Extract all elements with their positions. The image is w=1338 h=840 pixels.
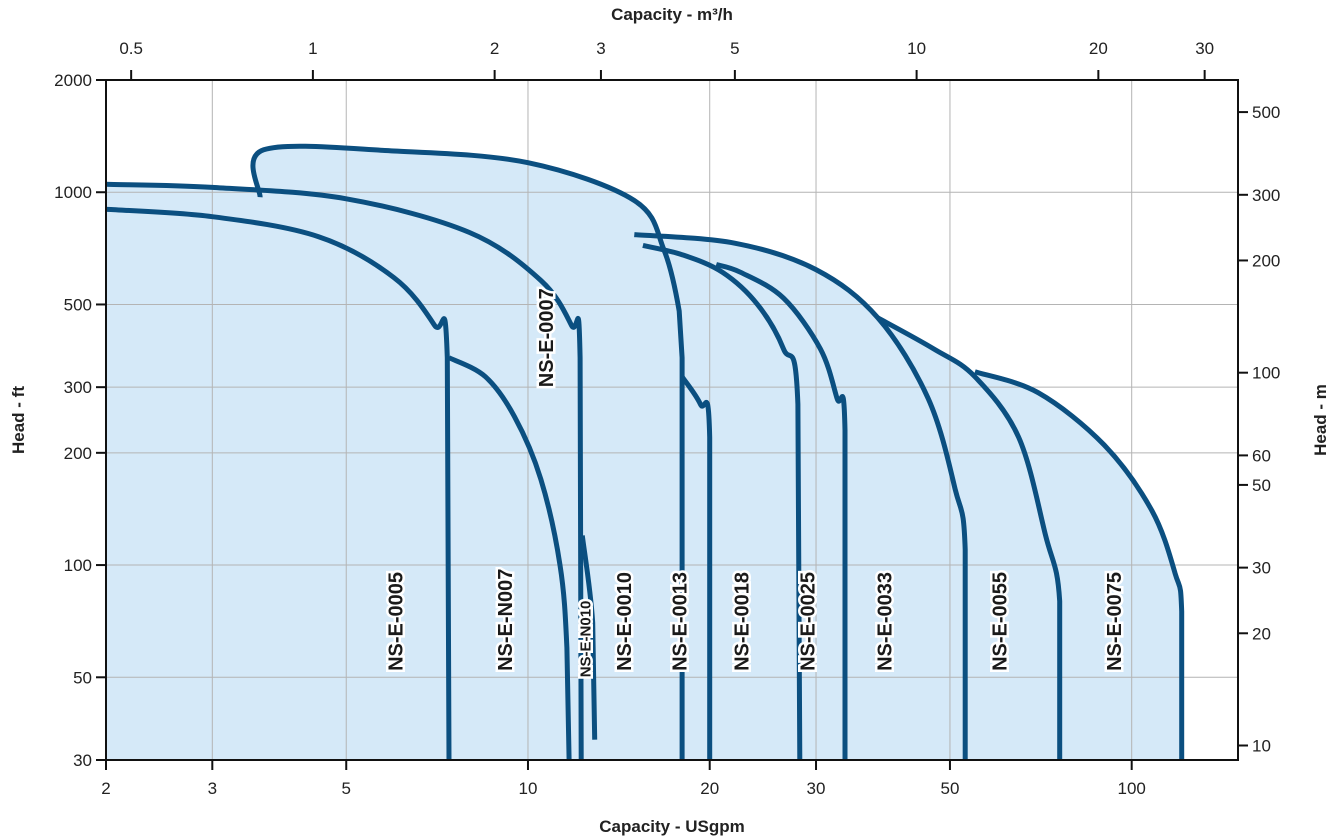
x-tick-label: 2 [101, 779, 110, 798]
curve-label: NS-E-0025 [797, 572, 819, 671]
axes-layer: 2 3 5 10 20 30 50 100 0.5 1 2 3 5 10 20 30 30 50 100 200 300… [54, 39, 1280, 798]
y-tick-label: 50 [73, 668, 92, 687]
y2-axis-title: Head - m [1311, 384, 1330, 456]
y-tick-label: 2000 [54, 71, 92, 90]
curve-ns-e-0007 [105, 181, 584, 761]
x2-tick-label: 2 [490, 39, 499, 58]
curve-ns-e-0075 [974, 369, 1185, 760]
y-tick-label: 300 [64, 378, 92, 397]
x2-tick-label: 10 [907, 39, 926, 58]
x2-tick-label: 30 [1195, 39, 1214, 58]
curve-ns-e-n007 [447, 355, 572, 761]
y-tick-label: 100 [64, 556, 92, 575]
y2-tick-label: 20 [1252, 624, 1271, 643]
y2-tick-label: 30 [1252, 559, 1271, 578]
y2-tick-label: 60 [1252, 446, 1271, 465]
x-axis-title: Capacity - USgpm [599, 817, 744, 836]
curve-label: NS-E-0007 [536, 288, 558, 387]
y-tick-label: 30 [73, 751, 92, 770]
x2-tick-label: 1 [308, 39, 317, 58]
curve-layer [105, 143, 1185, 761]
curve-ns-e-0025 [715, 262, 848, 760]
x-tick-label: 50 [940, 779, 959, 798]
curve-ns-e-0018 [642, 242, 803, 761]
x-tick-label: 100 [1118, 779, 1146, 798]
x-tick-label: 3 [208, 779, 217, 798]
plot-frame [105, 79, 1239, 761]
y2-tick-label: 300 [1252, 186, 1280, 205]
y2-tick-label: 500 [1252, 103, 1280, 122]
curve-label: NS-E-N007 [495, 569, 517, 671]
y-tick-label: 200 [64, 444, 92, 463]
curve-label: NS-E-0018 [732, 572, 754, 671]
y2-tick-label: 10 [1252, 737, 1271, 756]
curve-label: NS-E-0075 [1104, 572, 1126, 671]
y-tick-label: 500 [64, 295, 92, 314]
y-axis-title: Head - ft [9, 386, 28, 454]
label-layer: NS-E-0005 NS-E-N007 NS-E-0007 NS-E-N010 NS-E… [383, 286, 1128, 680]
fill-area-10 [974, 371, 1182, 760]
curve-ns-e-0055 [876, 315, 1063, 760]
x2-tick-label: 3 [596, 39, 605, 58]
x2-axis-title: Capacity - m³/h [611, 5, 733, 24]
y2-tick-label: 50 [1252, 476, 1271, 495]
curve-label: NS-E-N010 [578, 601, 595, 678]
curve-ns-e-0013 [680, 375, 713, 760]
x-tick-label: 10 [519, 779, 538, 798]
curve-ns-e-0005 [105, 206, 452, 761]
curve-label: NS-E-0013 [669, 572, 691, 671]
x-tick-label: 5 [342, 779, 351, 798]
x-tick-label: 20 [700, 779, 719, 798]
x2-tick-label: 5 [730, 39, 739, 58]
x2-tick-label: 0.5 [119, 39, 143, 58]
curve-label: NS-E-0005 [386, 572, 408, 671]
y2-tick-label: 200 [1252, 251, 1280, 270]
curve-ns-e-n010 [579, 535, 598, 740]
y-tick-label: 1000 [54, 183, 92, 202]
x-tick-label: 30 [807, 779, 826, 798]
curve-label: NS-E-0033 [874, 572, 896, 671]
y2-tick-label: 100 [1252, 364, 1280, 383]
x2-tick-label: 20 [1089, 39, 1108, 58]
curve-label: NS-E-0010 [614, 572, 636, 671]
curve-label: NS-E-0055 [989, 572, 1011, 671]
